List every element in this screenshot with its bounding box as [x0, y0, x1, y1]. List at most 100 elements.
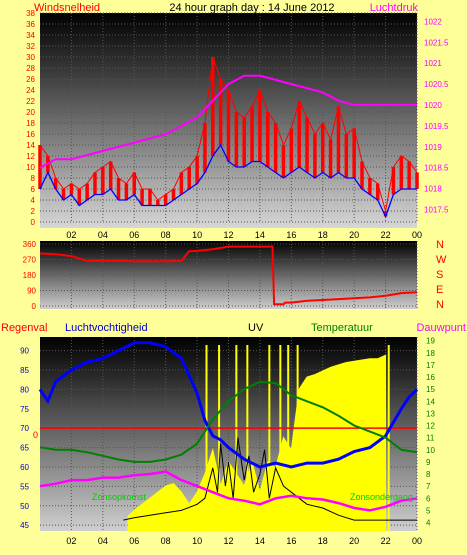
wind-speed-tick: 2 — [31, 207, 36, 216]
time-tick-label: 14 — [255, 230, 265, 240]
temperature-tick: 14 — [426, 397, 435, 406]
direction-axis: 0 90 180 270 360 — [23, 240, 37, 311]
time-tick-label: 18 — [318, 230, 328, 240]
temperature-tick: 5 — [426, 506, 431, 515]
sun-area — [127, 345, 390, 532]
chart-title: 24 hour graph day : 14 June 2012 — [169, 2, 334, 14]
sunrise-label: Zonsopkomst — [92, 492, 147, 502]
pressure-axis: 1017.5 1018 1018.5 1019 1019.5 1020 1020.5 1021… — [424, 17, 449, 214]
humidity-tick: 65 — [20, 444, 29, 453]
time-tick-label: 10 — [192, 536, 202, 546]
pressure-tick: 1017.5 — [424, 205, 449, 214]
sunset-label: Zonsondergang — [350, 492, 413, 502]
wind-speed-tick: 12 — [26, 152, 35, 161]
time-axis-bottom: 02 04 06 08 10 12 14 16 18 20 22 00 — [66, 536, 422, 546]
temperature-tick: 18 — [426, 349, 435, 358]
temperature-tick: 7 — [426, 482, 431, 491]
climate-series — [38, 341, 419, 521]
wind-speed-tick: 16 — [26, 130, 35, 139]
wind-gust-line — [39, 56, 418, 212]
time-tick-label: 16 — [286, 536, 296, 546]
temperature-tick: 10 — [426, 446, 435, 455]
humidity-tick: 90 — [20, 347, 29, 356]
time-tick-label: 02 — [66, 536, 76, 546]
wind-speed-tick: 24 — [26, 86, 35, 95]
temperature-tick: 13 — [426, 409, 435, 418]
time-tick-label: 04 — [98, 230, 108, 240]
temperature-tick: 4 — [426, 519, 431, 528]
wind-speed-tick: 4 — [31, 196, 36, 205]
humidity-tick: 55 — [20, 482, 29, 491]
direction-tick: 270 — [23, 256, 37, 265]
time-tick-label: 08 — [161, 536, 171, 546]
pressure-tick: 1022 — [424, 17, 442, 26]
pressure-tick: 1018.5 — [424, 164, 449, 173]
wind-series — [38, 56, 419, 219]
wind-speed-tick: 8 — [31, 174, 36, 183]
compass-tick: S — [436, 269, 443, 281]
humidity-line — [38, 341, 419, 469]
temperature-tick: 6 — [426, 494, 431, 503]
dewpoint-label: Dauwpunt — [416, 322, 466, 334]
temperature-tick: 16 — [426, 373, 435, 382]
wind-speed-tick: 0 — [31, 218, 36, 227]
direction-tick: 0 — [32, 302, 37, 311]
humidity-axis: 45 50 55 60 65 70 75 80 85 90 — [20, 347, 29, 531]
pressure-tick: 1020 — [424, 101, 442, 110]
rain-zero-label: 0 — [33, 430, 38, 440]
humidity-label: Luchtvochtigheid — [65, 322, 148, 334]
compass-tick: N — [436, 299, 444, 311]
time-tick-label: 06 — [129, 536, 139, 546]
direction-series — [39, 245, 418, 306]
wind-speed-tick: 26 — [26, 75, 35, 84]
wind-speed-tick: 18 — [26, 119, 35, 128]
time-tick-label: 12 — [223, 536, 233, 546]
wind-speed-tick: 34 — [26, 31, 35, 40]
time-tick-label: 22 — [381, 230, 391, 240]
pressure-tick: 1019.5 — [424, 122, 449, 131]
time-tick-label: 06 — [129, 230, 139, 240]
time-tick-label: 16 — [286, 230, 296, 240]
pressure-tick: 1018 — [424, 185, 442, 194]
humidity-tick: 75 — [20, 405, 29, 414]
humidity-tick: 60 — [20, 463, 29, 472]
temperature-tick: 11 — [426, 434, 435, 443]
humidity-tick: 70 — [20, 424, 29, 433]
dewpoint-line — [39, 470, 418, 512]
time-tick-label: 00 — [412, 230, 422, 240]
time-tick-label: 22 — [381, 536, 391, 546]
wind-speed-tick: 36 — [26, 20, 35, 29]
time-tick-label: 18 — [318, 536, 328, 546]
time-tick-label: 10 — [192, 230, 202, 240]
pressure-line — [39, 74, 417, 169]
wind-direction-line — [39, 245, 418, 306]
pressure-tick: 1021 — [424, 59, 442, 68]
wind-avg-line — [39, 143, 417, 219]
uv-line — [123, 437, 417, 521]
wind-speed-tick: 22 — [26, 97, 35, 106]
time-tick-label: 04 — [98, 536, 108, 546]
wind-speed-tick: 30 — [26, 53, 35, 62]
temperature-tick: 9 — [426, 458, 431, 467]
direction-tick: 180 — [23, 271, 37, 280]
wind-speed-tick: 38 — [26, 9, 35, 18]
time-axis-top: 02 04 06 08 10 12 14 16 18 20 22 00 — [66, 230, 422, 240]
temperature-axis: 4 5 6 7 8 9 10 11 12 13 14 15 16 17 18 19 — [426, 337, 435, 528]
humidity-tick: 85 — [20, 366, 29, 375]
temperature-tick: 15 — [426, 385, 435, 394]
temperature-label: Temperatuur — [311, 322, 373, 334]
direction-grid — [40, 241, 418, 309]
time-tick-label: 14 — [255, 536, 265, 546]
time-tick-label: 12 — [223, 230, 233, 240]
time-tick-label: 00 — [412, 536, 422, 546]
wind-speed-tick: 28 — [26, 64, 35, 73]
rain-label: Regenval — [1, 322, 47, 334]
pressure-tick: 1020.5 — [424, 80, 449, 89]
compass-tick: N — [436, 239, 444, 251]
temperature-tick: 17 — [426, 361, 435, 370]
wind-speed-tick: 14 — [26, 141, 35, 150]
humidity-tick: 80 — [20, 385, 29, 394]
time-tick-label: 20 — [349, 536, 359, 546]
